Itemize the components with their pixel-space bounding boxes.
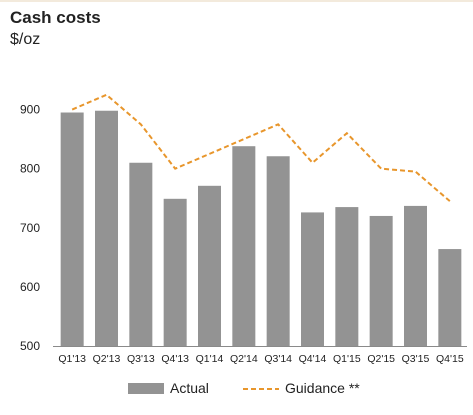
bar-actual-Q2-13	[95, 110, 118, 346]
bar-actual-Q4-14	[301, 212, 324, 346]
x-tick-label: Q1'15	[333, 353, 361, 365]
bar-actual-Q3-14	[266, 156, 290, 346]
bar-actual-Q2-15	[369, 215, 393, 346]
y-axis-unit: $/oz	[10, 31, 41, 48]
bar-actual-Q4-13	[163, 198, 187, 346]
bar-actual-Q3-15	[404, 205, 427, 346]
legend-label-guidance: Guidance **	[285, 380, 360, 396]
legend-swatch-actual	[128, 383, 164, 394]
y-tick-label: 800	[20, 162, 40, 176]
x-tick-label: Q4'13	[161, 353, 189, 365]
bar-actual-Q2-14	[232, 146, 256, 346]
x-tick-label: Q2'15	[367, 353, 395, 365]
bar-actual-Q3-13	[129, 162, 153, 346]
guidance-line	[71, 93, 451, 202]
x-tick-label: Q2'13	[93, 353, 121, 365]
x-tick-label: Q3'15	[402, 353, 430, 365]
x-tick-label: Q1'14	[196, 353, 224, 365]
x-tick-label: Q4'14	[299, 353, 327, 365]
bar-actual-Q1-15	[335, 207, 359, 346]
y-tick-label: 600	[20, 280, 40, 294]
x-tick-label: Q3'13	[127, 353, 155, 365]
y-tick-label: 700	[20, 221, 40, 235]
bar-actual-Q4-15	[438, 249, 462, 346]
x-tick-label: Q2'14	[230, 353, 258, 365]
chart-title: Cash costs	[10, 8, 101, 27]
top-rule	[0, 0, 473, 2]
y-tick-label: 900	[20, 103, 40, 117]
x-tick-label: Q1'13	[58, 353, 86, 365]
y-tick-label: 500	[20, 339, 40, 353]
bar-actual-Q1-14	[198, 185, 221, 346]
bar-actual-Q1-13	[60, 112, 84, 346]
x-tick-label: Q3'14	[264, 353, 292, 365]
legend-label-actual: Actual	[170, 380, 209, 396]
x-tick-label: Q4'15	[436, 353, 464, 365]
